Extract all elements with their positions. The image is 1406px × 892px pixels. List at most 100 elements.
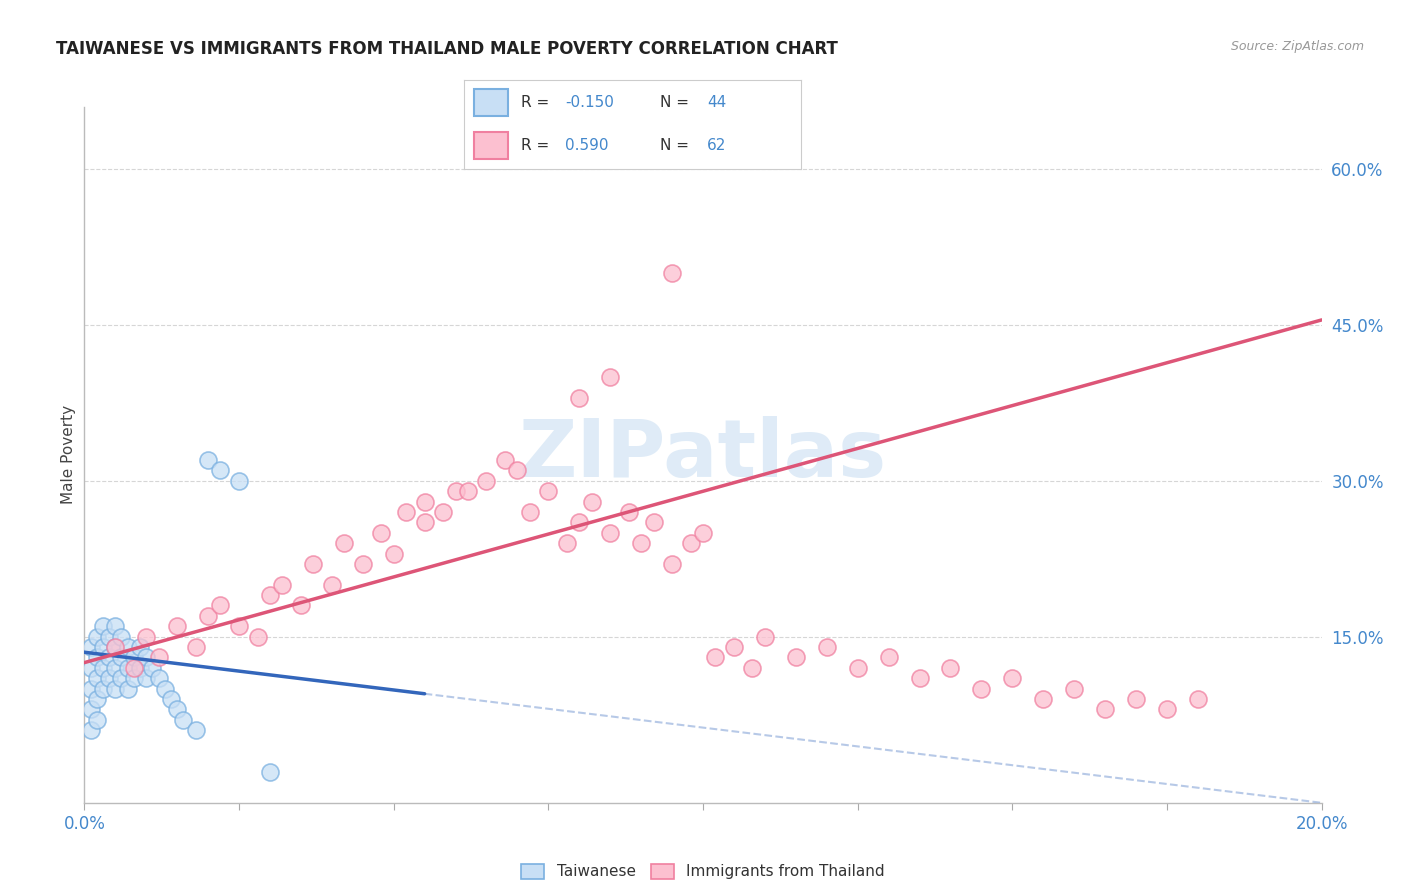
Point <box>815 640 838 654</box>
Point <box>413 516 436 530</box>
Point <box>79 681 101 696</box>
Point <box>104 661 127 675</box>
Text: -0.150: -0.150 <box>565 95 614 110</box>
Point <box>79 702 101 716</box>
Text: N =: N = <box>659 138 693 153</box>
Point <box>1125 692 1147 706</box>
Point <box>122 661 145 675</box>
Point <box>197 453 219 467</box>
Point <box>110 630 132 644</box>
Point <box>135 630 157 644</box>
Text: R =: R = <box>522 138 560 153</box>
Point <box>723 640 745 654</box>
Point <box>110 671 132 685</box>
Point <box>617 505 640 519</box>
Point <box>661 266 683 280</box>
Point <box>506 463 529 477</box>
Point <box>79 723 101 738</box>
Point <box>877 650 900 665</box>
Point <box>1032 692 1054 706</box>
Point <box>302 557 325 571</box>
Point <box>457 484 479 499</box>
Text: Source: ZipAtlas.com: Source: ZipAtlas.com <box>1230 40 1364 54</box>
Point <box>117 640 139 654</box>
Point <box>228 474 250 488</box>
Point <box>846 661 869 675</box>
Point <box>519 505 541 519</box>
Point <box>395 505 418 519</box>
Point <box>599 525 621 540</box>
Point <box>98 671 121 685</box>
Point <box>91 661 114 675</box>
Text: 62: 62 <box>707 138 727 153</box>
Point <box>271 578 294 592</box>
Point <box>370 525 392 540</box>
Point <box>908 671 931 685</box>
Point <box>228 619 250 633</box>
Point <box>98 650 121 665</box>
Point <box>79 640 101 654</box>
Point <box>135 671 157 685</box>
Point <box>166 702 188 716</box>
Point <box>785 650 807 665</box>
FancyBboxPatch shape <box>474 132 508 159</box>
Point <box>153 681 176 696</box>
Point <box>494 453 516 467</box>
Point <box>148 671 170 685</box>
Point <box>172 713 194 727</box>
Point <box>148 650 170 665</box>
FancyBboxPatch shape <box>474 89 508 116</box>
Point <box>79 661 101 675</box>
Point <box>704 650 727 665</box>
Point <box>630 142 652 156</box>
Point <box>184 723 207 738</box>
Point <box>197 608 219 623</box>
Point <box>1156 702 1178 716</box>
Point <box>1187 692 1209 706</box>
Point <box>117 661 139 675</box>
Point <box>117 681 139 696</box>
Point <box>86 671 108 685</box>
Point <box>599 370 621 384</box>
Point <box>141 661 163 675</box>
Point <box>537 484 560 499</box>
Text: ZIPatlas: ZIPatlas <box>519 416 887 494</box>
Point <box>259 588 281 602</box>
Y-axis label: Male Poverty: Male Poverty <box>60 405 76 505</box>
Point <box>568 391 591 405</box>
Point <box>555 536 578 550</box>
Point <box>91 640 114 654</box>
Point <box>122 671 145 685</box>
Point <box>160 692 183 706</box>
Point <box>333 536 356 550</box>
Point <box>104 640 127 654</box>
Point <box>129 640 152 654</box>
Point <box>630 536 652 550</box>
Text: 44: 44 <box>707 95 725 110</box>
Point <box>1063 681 1085 696</box>
Point <box>444 484 467 499</box>
Point <box>104 681 127 696</box>
Text: R =: R = <box>522 95 554 110</box>
Point <box>1094 702 1116 716</box>
Point <box>86 692 108 706</box>
Point <box>970 681 993 696</box>
Point <box>692 525 714 540</box>
Point <box>568 516 591 530</box>
Point <box>352 557 374 571</box>
Point <box>104 640 127 654</box>
Point <box>184 640 207 654</box>
Text: N =: N = <box>659 95 693 110</box>
Point <box>86 713 108 727</box>
Point <box>1001 671 1024 685</box>
Point <box>110 650 132 665</box>
Point <box>939 661 962 675</box>
Point <box>643 516 665 530</box>
Point <box>246 630 269 644</box>
Point <box>122 650 145 665</box>
Point <box>166 619 188 633</box>
Point <box>432 505 454 519</box>
Point <box>135 650 157 665</box>
Point <box>91 619 114 633</box>
Point <box>413 494 436 508</box>
